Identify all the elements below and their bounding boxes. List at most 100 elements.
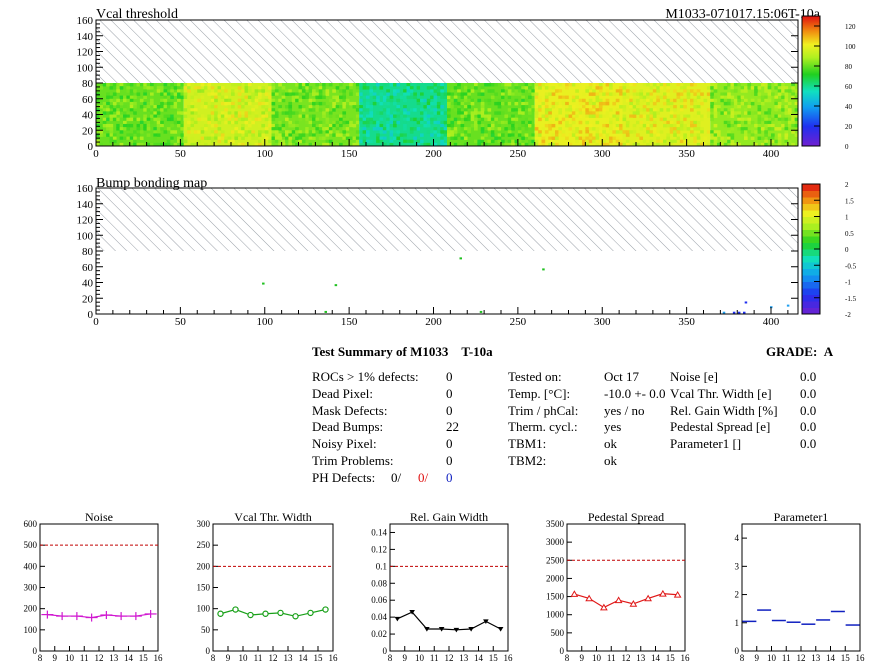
pixel — [210, 123, 215, 128]
pixel — [578, 98, 583, 103]
pixel — [690, 139, 694, 144]
pixel — [683, 83, 687, 87]
pixel — [669, 105, 674, 109]
pixel — [254, 89, 259, 93]
pixel — [440, 98, 444, 103]
pixel — [791, 130, 795, 134]
pixel — [615, 92, 620, 96]
x-tick-label: 14 — [124, 653, 134, 663]
pixel — [713, 108, 718, 112]
pixel — [548, 136, 552, 140]
pixel — [666, 123, 671, 128]
pixel — [318, 130, 323, 134]
pixel — [693, 92, 698, 96]
pixel — [210, 105, 215, 109]
pixel — [767, 136, 772, 140]
pixel — [355, 105, 360, 109]
pixel — [153, 114, 158, 118]
pixel — [119, 117, 124, 122]
pixel — [639, 120, 644, 125]
pixel — [393, 83, 397, 87]
x-tick-label: 9 — [755, 653, 760, 663]
pixel — [440, 83, 444, 87]
pixel — [582, 108, 586, 112]
pixel — [683, 133, 687, 137]
x-tick-label: 0 — [93, 316, 99, 328]
pixel — [99, 142, 104, 147]
pixel — [227, 105, 232, 109]
x-tick-label: 12 — [622, 653, 631, 663]
pixel — [190, 108, 195, 112]
pixel — [163, 86, 168, 90]
pixel — [187, 108, 191, 112]
pixel — [335, 127, 340, 131]
pixel — [193, 101, 198, 106]
y-tick-label: 0 — [560, 646, 565, 656]
pixel — [318, 123, 323, 128]
pixel — [740, 120, 745, 125]
pixel — [609, 92, 613, 96]
pixel — [271, 127, 276, 131]
pixel — [460, 101, 465, 106]
pixel — [251, 92, 255, 96]
pixel — [538, 105, 542, 109]
pixel — [700, 117, 704, 122]
pixel — [649, 108, 654, 112]
plot-frame — [741, 523, 861, 652]
pixel — [231, 92, 235, 96]
pixel — [754, 114, 758, 118]
pixel — [787, 114, 792, 118]
pixel — [615, 127, 620, 131]
pixel — [595, 83, 600, 87]
pixel — [484, 111, 488, 115]
pixel — [696, 127, 701, 131]
pixel — [460, 139, 465, 144]
pixel — [460, 105, 465, 109]
pixel — [497, 120, 502, 125]
pixel — [433, 123, 438, 128]
pixel — [646, 114, 650, 118]
pixel — [436, 105, 441, 109]
pixel — [96, 130, 100, 134]
pixel — [295, 83, 299, 87]
pixel — [551, 133, 556, 137]
pixel — [241, 98, 245, 103]
pixel — [285, 105, 289, 109]
pixel — [403, 117, 407, 122]
pixel — [281, 108, 286, 112]
pixel — [342, 92, 347, 96]
pixel — [433, 142, 438, 147]
pixel — [146, 105, 151, 109]
pixel — [231, 83, 235, 87]
pixel — [420, 95, 424, 100]
pixel — [484, 130, 488, 134]
pixel — [558, 98, 563, 103]
pixel — [521, 98, 525, 103]
pixel — [467, 130, 471, 134]
pixel — [740, 117, 745, 122]
pixel — [673, 114, 677, 118]
pixel — [349, 117, 353, 122]
pixel — [274, 92, 279, 96]
colorbar — [802, 16, 820, 146]
pixel — [339, 89, 343, 93]
pixel — [366, 101, 370, 106]
pixel — [298, 89, 303, 93]
pixel — [143, 105, 147, 109]
pixel — [754, 111, 758, 115]
pixel — [551, 86, 556, 90]
pixel — [197, 86, 201, 90]
pixel — [119, 83, 124, 87]
pixel — [723, 142, 728, 147]
pixel — [376, 136, 380, 140]
pixel — [129, 105, 134, 109]
pixel — [366, 130, 370, 134]
pixel — [180, 133, 185, 137]
pixel — [548, 127, 552, 131]
pixel — [710, 105, 714, 109]
pixel — [602, 130, 606, 134]
pixel — [622, 92, 627, 96]
pixel — [727, 120, 731, 125]
pixel — [679, 127, 684, 131]
col2-value: yes / no — [604, 402, 645, 418]
